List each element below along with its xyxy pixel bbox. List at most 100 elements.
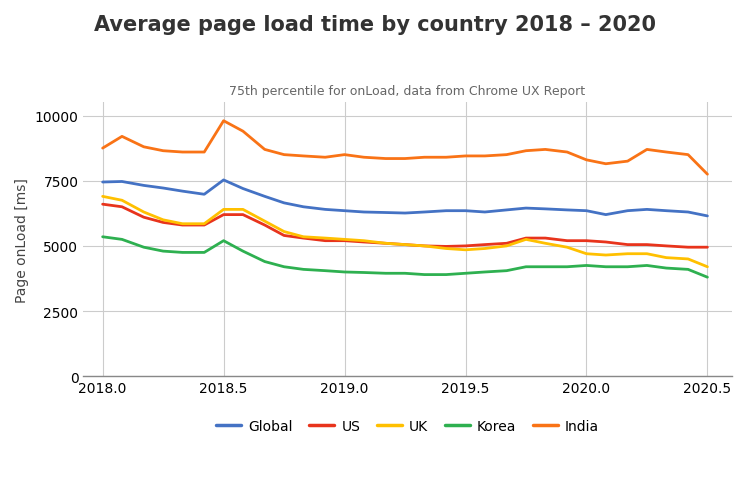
UK bbox=[200, 221, 209, 227]
Korea bbox=[178, 250, 187, 256]
US bbox=[480, 242, 489, 248]
Line: Korea: Korea bbox=[103, 237, 707, 278]
UK bbox=[159, 217, 168, 223]
India bbox=[684, 152, 693, 158]
US bbox=[601, 239, 610, 245]
Global bbox=[420, 209, 429, 215]
UK bbox=[684, 257, 693, 263]
Korea bbox=[200, 250, 209, 256]
US bbox=[461, 243, 470, 249]
Global bbox=[98, 180, 107, 186]
UK bbox=[601, 253, 610, 259]
UK bbox=[98, 194, 107, 200]
US bbox=[279, 233, 288, 239]
US bbox=[703, 244, 712, 250]
Global bbox=[260, 194, 269, 200]
US bbox=[541, 235, 550, 241]
Korea bbox=[401, 271, 410, 277]
Korea bbox=[643, 263, 652, 269]
UK bbox=[279, 229, 288, 235]
US bbox=[321, 238, 330, 244]
Legend: Global, US, UK, Korea, India: Global, US, UK, Korea, India bbox=[210, 413, 604, 438]
Korea bbox=[662, 266, 671, 272]
US bbox=[219, 212, 228, 218]
Global bbox=[684, 209, 693, 215]
Global bbox=[401, 210, 410, 216]
UK bbox=[340, 237, 349, 243]
UK bbox=[582, 251, 591, 257]
Global bbox=[582, 208, 591, 214]
US bbox=[502, 241, 511, 247]
India bbox=[420, 155, 429, 161]
Korea bbox=[521, 264, 530, 270]
UK bbox=[178, 221, 187, 227]
India bbox=[623, 159, 632, 165]
US bbox=[200, 222, 209, 228]
Global bbox=[321, 207, 330, 213]
UK bbox=[139, 209, 148, 215]
Global bbox=[139, 183, 148, 189]
Korea bbox=[381, 271, 390, 277]
US bbox=[684, 244, 693, 250]
UK bbox=[381, 241, 390, 247]
UK bbox=[562, 244, 571, 250]
UK bbox=[260, 218, 269, 224]
Global bbox=[480, 209, 489, 215]
US bbox=[98, 202, 107, 208]
India bbox=[541, 147, 550, 153]
US bbox=[360, 239, 369, 245]
Korea bbox=[480, 270, 489, 276]
India bbox=[381, 156, 390, 162]
UK bbox=[420, 243, 429, 249]
India bbox=[401, 156, 410, 162]
India bbox=[260, 147, 269, 153]
India bbox=[238, 129, 247, 135]
US bbox=[118, 204, 127, 210]
Korea bbox=[360, 270, 369, 276]
India bbox=[662, 150, 671, 156]
Global bbox=[703, 213, 712, 219]
India bbox=[200, 150, 209, 156]
Global bbox=[442, 208, 451, 214]
Global bbox=[360, 209, 369, 215]
UK bbox=[623, 251, 632, 257]
UK bbox=[401, 242, 410, 248]
US bbox=[159, 220, 168, 226]
US bbox=[340, 238, 349, 244]
UK bbox=[442, 246, 451, 252]
India bbox=[461, 154, 470, 160]
US bbox=[623, 242, 632, 248]
US bbox=[521, 235, 530, 241]
Global bbox=[200, 192, 209, 198]
Korea bbox=[461, 271, 470, 277]
Korea bbox=[321, 268, 330, 274]
Korea bbox=[118, 237, 127, 243]
Global bbox=[521, 206, 530, 212]
India bbox=[703, 172, 712, 178]
Korea bbox=[420, 272, 429, 278]
Global bbox=[238, 186, 247, 192]
US bbox=[442, 244, 451, 250]
India bbox=[601, 161, 610, 167]
UK bbox=[299, 234, 308, 240]
US bbox=[582, 238, 591, 244]
Korea bbox=[562, 264, 571, 270]
UK bbox=[118, 198, 127, 204]
Korea bbox=[238, 248, 247, 255]
UK bbox=[219, 207, 228, 213]
US bbox=[178, 222, 187, 228]
Global bbox=[601, 212, 610, 218]
Global bbox=[461, 208, 470, 214]
Korea bbox=[340, 270, 349, 276]
Korea bbox=[219, 238, 228, 244]
Global bbox=[381, 210, 390, 216]
India bbox=[340, 152, 349, 158]
India bbox=[643, 147, 652, 153]
Title: 75th percentile for onLoad, data from Chrome UX Report: 75th percentile for onLoad, data from Ch… bbox=[229, 85, 586, 98]
Global bbox=[159, 186, 168, 192]
Global bbox=[623, 208, 632, 214]
Global bbox=[299, 204, 308, 210]
UK bbox=[521, 237, 530, 243]
Global bbox=[219, 177, 228, 183]
India bbox=[279, 152, 288, 158]
